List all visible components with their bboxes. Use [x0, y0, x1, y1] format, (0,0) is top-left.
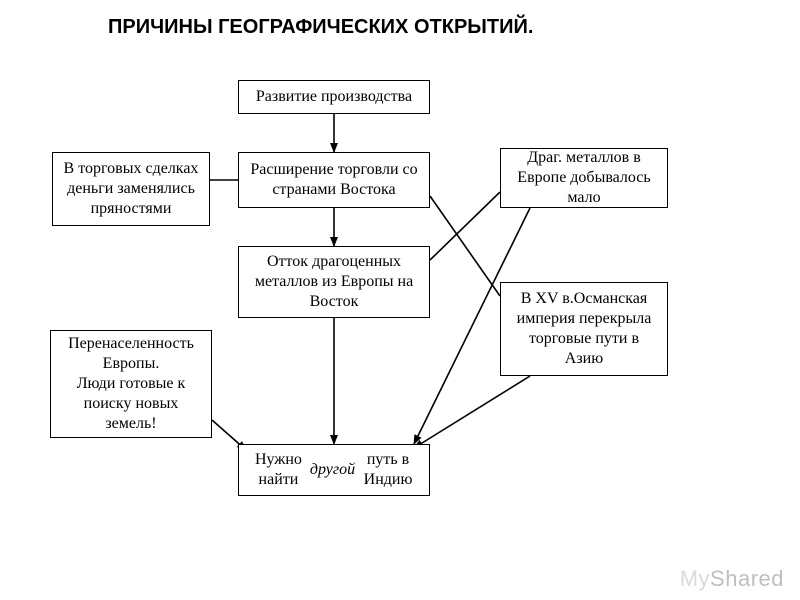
watermark-part2: Shared — [710, 566, 784, 591]
diagram-canvas: ПРИЧИНЫ ГЕОГРАФИЧЕСКИХ ОТКРЫТИЙ. Развити… — [0, 0, 800, 600]
node-r1: Драг. металлов в Европе добывалось мало — [500, 148, 668, 208]
watermark-part1: My — [680, 566, 710, 591]
edge-r2-n4 — [414, 376, 530, 448]
edge-n3-r1 — [430, 192, 500, 260]
node-r2: В XV в.Османская империя перекрыла торго… — [500, 282, 668, 376]
edge-n2-r2 — [430, 196, 500, 296]
node-n1: Развитие производства — [238, 80, 430, 114]
node-l1: В торговых сделках деньги заменялись пря… — [52, 152, 210, 226]
watermark: MyShared — [680, 566, 784, 592]
node-n4: Нужно найти другой путь в Индию — [238, 444, 430, 496]
page-title: ПРИЧИНЫ ГЕОГРАФИЧЕСКИХ ОТКРЫТИЙ. — [108, 16, 533, 39]
node-l2: Перенаселенность Европы. Люди готовые к … — [50, 330, 212, 438]
node-n3: Отток драгоценных металлов из Европы на … — [238, 246, 430, 318]
node-n2: Расширение торговли со странами Востока — [238, 152, 430, 208]
